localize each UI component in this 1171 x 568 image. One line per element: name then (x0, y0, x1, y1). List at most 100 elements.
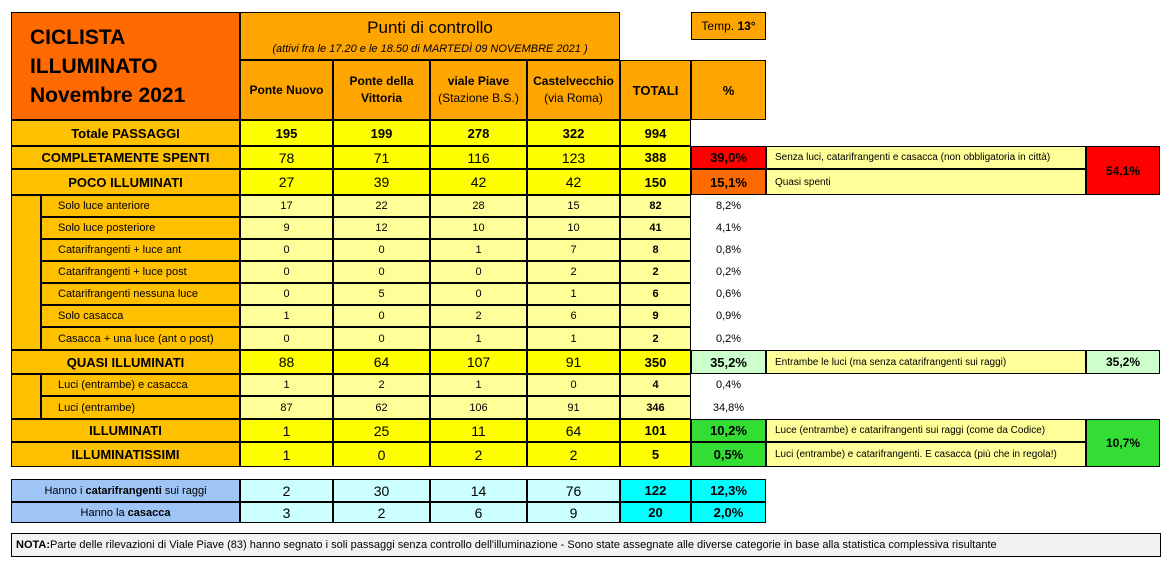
extra-pct: 12,3% (691, 479, 766, 502)
row-total: 2 (620, 327, 691, 350)
row-value: 1 (527, 283, 620, 305)
extra-value: 30 (333, 479, 430, 502)
combined-illuminati-pct: 10,7% (1086, 419, 1160, 467)
header-percent: % (691, 60, 766, 120)
quasi-pct-box: 35,2% (1086, 350, 1160, 374)
footnote-label: NOTA: (16, 539, 51, 551)
extra-value: 2 (333, 502, 430, 523)
row-label: Catarifrangenti + luce ant (41, 239, 240, 261)
title-line-2: ILLUMINATO (30, 55, 158, 78)
note-quasi: Entrambe le luci (ma senza catarifrangen… (766, 350, 1086, 374)
row-value: 10 (430, 217, 527, 239)
row-value: 22 (333, 195, 430, 217)
row-value: 42 (430, 169, 527, 195)
row-value: 106 (430, 396, 527, 419)
note-poco: Quasi spenti (766, 169, 1086, 195)
row-label: Casacca + una luce (ant o post) (41, 327, 240, 350)
row-value: 195 (240, 120, 333, 146)
row-label: COMPLETAMENTE SPENTI (11, 146, 240, 169)
row-value: 87 (240, 396, 333, 419)
row-value: 1 (240, 419, 333, 442)
header-column-line1: viale Piave (447, 74, 510, 88)
row-value: 9 (240, 217, 333, 239)
header-column-line1: Castelvecchio (533, 74, 614, 88)
row-value: 123 (527, 146, 620, 169)
row-total: 41 (620, 217, 691, 239)
group-gutter (11, 195, 41, 350)
row-total: 388 (620, 146, 691, 169)
row-value: 64 (333, 350, 430, 374)
row-total: 346 (620, 396, 691, 419)
extra-total: 20 (620, 502, 691, 523)
row-value: 278 (430, 120, 527, 146)
note-illuminatissimi: Luci (entrambe) e catarifrangenti. E cas… (766, 442, 1086, 467)
row-value: 10 (527, 217, 620, 239)
table-title: CICLISTA ILLUMINATO Novembre 2021 (11, 12, 240, 120)
extra-label-bold: catarifrangenti (85, 484, 162, 497)
row-label: ILLUMINATISSIMI (11, 442, 240, 467)
header-column-line2: (Stazione B.S.) (438, 91, 519, 105)
row-value: 88 (240, 350, 333, 374)
row-label: Solo casacca (41, 305, 240, 327)
row-value: 0 (333, 442, 430, 467)
row-value: 0 (240, 283, 333, 305)
row-label: Luci (entrambe) (41, 396, 240, 419)
row-value: 17 (240, 195, 333, 217)
row-label: POCO ILLUMINATI (11, 169, 240, 195)
header-column-line2: (via Roma) (544, 91, 603, 105)
row-pct: 34,8% (712, 401, 745, 414)
row-label: Luci (entrambe) e casacca (41, 374, 240, 396)
row-label: Catarifrangenti nessuna luce (41, 283, 240, 305)
row-value: 6 (527, 305, 620, 327)
row-pct: 35,2% (691, 350, 766, 374)
row-value: 91 (527, 350, 620, 374)
row-value: 0 (333, 305, 430, 327)
row-value: 0 (333, 239, 430, 261)
footnote-text: Parte delle rilevazioni di Viale Piave (… (50, 539, 997, 551)
row-value: 0 (333, 261, 430, 283)
row-value: 0 (240, 239, 333, 261)
extra-value: 3 (240, 502, 333, 523)
header-column: Castelvecchio (via Roma) (527, 60, 620, 120)
footnote: NOTA: Parte delle rilevazioni di Viale P… (11, 533, 1161, 557)
row-value: 116 (430, 146, 527, 169)
row-pct: 0,9% (715, 310, 742, 322)
row-label: Catarifrangenti + luce post (41, 261, 240, 283)
checkpoints-title: Punti di controllo (367, 17, 493, 37)
row-pct: 0,5% (691, 442, 766, 467)
row-pct: 10,2% (691, 419, 766, 442)
note-illuminati: Luce (entrambe) e catarifrangenti sui ra… (766, 419, 1086, 442)
header-column: Ponte Nuovo (240, 60, 333, 120)
extra-value: 76 (527, 479, 620, 502)
title-line-3: Novembre 2021 (30, 84, 186, 107)
row-value: 12 (333, 217, 430, 239)
row-pct: 4,1% (715, 222, 742, 234)
row-total: 8 (620, 239, 691, 261)
row-total: 150 (620, 169, 691, 195)
row-value: 5 (333, 283, 430, 305)
checkpoints-note: (attivi fra le 17.20 e le 18.50 di MARTE… (272, 42, 588, 55)
row-pct: 0,6% (715, 288, 742, 300)
extra-value: 6 (430, 502, 527, 523)
extra-label-pre: Hanno i (44, 484, 86, 497)
row-value: 0 (430, 261, 527, 283)
checkpoints-header: Punti di controllo (attivi fra le 17.20 … (240, 12, 620, 60)
title-line-1: CICLISTA (30, 26, 126, 49)
row-pct: 0,8% (715, 244, 742, 256)
header-column-line1: Ponte della (349, 74, 414, 88)
row-pct: 0,2% (715, 266, 742, 278)
temperature-box: Temp. 13° (691, 12, 766, 40)
row-label: Solo luce posteriore (41, 217, 240, 239)
temperature-label: Temp. (701, 19, 735, 33)
row-label: Solo luce anteriore (41, 195, 240, 217)
row-value: 2 (430, 442, 527, 467)
row-value: 0 (240, 327, 333, 350)
group-gutter (11, 374, 41, 419)
row-value: 62 (333, 396, 430, 419)
row-value: 1 (527, 327, 620, 350)
row-value: 15 (527, 195, 620, 217)
extra-pct: 2,0% (691, 502, 766, 523)
row-value: 1 (430, 327, 527, 350)
row-value: 39 (333, 169, 430, 195)
row-value: 91 (527, 396, 620, 419)
